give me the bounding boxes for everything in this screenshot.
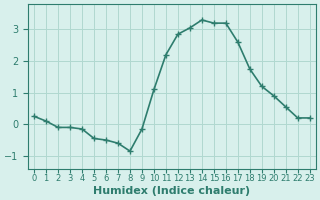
X-axis label: Humidex (Indice chaleur): Humidex (Indice chaleur): [93, 186, 251, 196]
